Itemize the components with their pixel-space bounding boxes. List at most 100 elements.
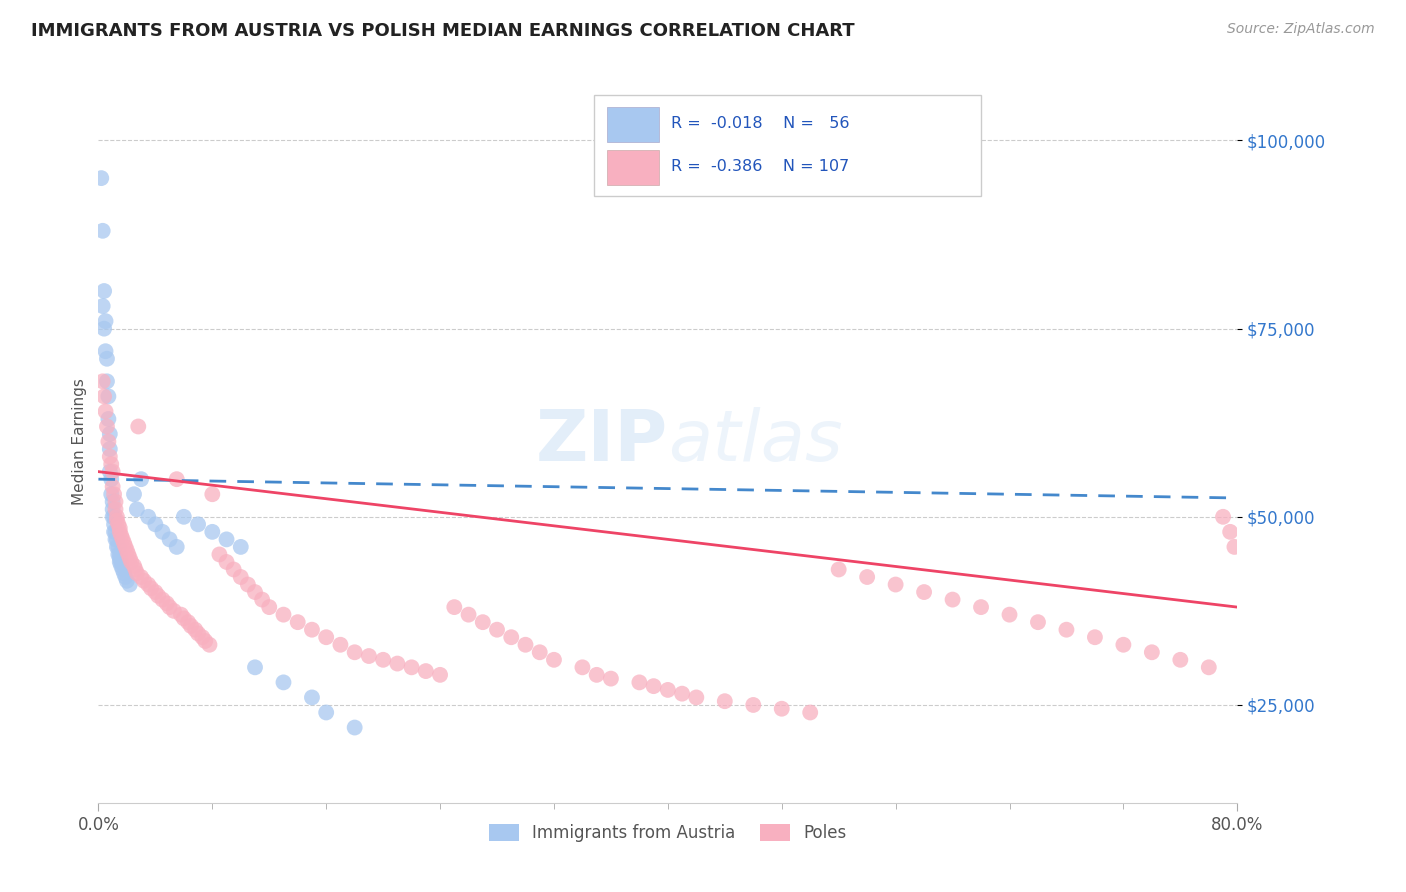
Point (94, 404, 117, 418)
Point (136, 509, 159, 524)
Point (201, 487, 224, 501)
Point (259, 600, 281, 615)
Point (600, 672, 623, 686)
Point (101, 480, 124, 494)
Point (1223, 540, 1246, 554)
Point (159, 533, 181, 547)
Point (152, 524, 174, 539)
Point (136, 577, 159, 591)
Point (110, 528, 132, 542)
Point (1026, 615, 1049, 630)
Point (103, 487, 125, 501)
Point (107, 540, 129, 554)
Point (108, 524, 131, 539)
Point (799, 706, 821, 720)
Point (163, 604, 186, 618)
Point (97, 412, 120, 426)
Point (112, 536, 135, 550)
Point (122, 487, 145, 501)
Point (90, 171, 112, 186)
Point (108, 551, 131, 566)
Point (94, 344, 117, 359)
Point (110, 555, 132, 569)
Point (96, 374, 118, 388)
Point (114, 570, 136, 584)
Point (108, 555, 131, 569)
Point (1112, 638, 1135, 652)
Point (105, 514, 128, 528)
Point (108, 548, 131, 562)
Point (215, 533, 238, 547)
Point (571, 660, 593, 674)
Point (156, 596, 179, 610)
Point (101, 465, 124, 479)
Point (96, 351, 118, 366)
Point (145, 585, 167, 599)
Point (122, 558, 145, 573)
Point (103, 509, 125, 524)
Point (287, 615, 309, 630)
Point (110, 558, 132, 573)
Point (103, 524, 125, 539)
Point (1056, 623, 1078, 637)
Point (103, 517, 125, 532)
Point (329, 638, 352, 652)
Point (129, 472, 152, 486)
Point (96, 419, 118, 434)
Point (120, 555, 142, 569)
Point (357, 648, 380, 663)
Point (170, 607, 193, 622)
Point (401, 660, 423, 674)
Point (180, 619, 202, 633)
Point (884, 577, 907, 591)
Point (714, 694, 737, 708)
Point (166, 540, 188, 554)
Point (159, 600, 181, 615)
Point (501, 630, 523, 644)
Y-axis label: Median Earnings: Median Earnings (72, 378, 87, 505)
Point (1140, 645, 1163, 659)
Point (942, 592, 965, 607)
Point (742, 698, 765, 712)
Point (208, 548, 231, 562)
Point (132, 574, 155, 588)
Point (229, 540, 252, 554)
Point (100, 472, 122, 486)
Point (415, 664, 437, 678)
Text: R =  -0.018    N =   56: R = -0.018 N = 56 (671, 116, 849, 131)
Point (115, 574, 138, 588)
Point (101, 494, 124, 508)
Point (243, 585, 266, 599)
Point (343, 645, 366, 659)
Point (118, 577, 141, 591)
Point (105, 509, 128, 524)
Point (191, 630, 214, 644)
Point (91, 299, 114, 313)
Point (98, 465, 121, 479)
Point (125, 502, 148, 516)
Point (93, 321, 115, 335)
Point (273, 607, 295, 622)
Point (1219, 524, 1241, 539)
Point (98, 450, 121, 464)
Point (671, 687, 693, 701)
Point (111, 533, 134, 547)
Point (177, 615, 200, 630)
Point (104, 502, 127, 516)
Point (125, 566, 148, 581)
Point (457, 607, 479, 622)
Point (828, 562, 851, 576)
Point (515, 638, 537, 652)
Point (912, 585, 935, 599)
Point (112, 566, 135, 581)
Point (97, 434, 120, 449)
Point (105, 540, 128, 554)
Point (770, 702, 793, 716)
Point (628, 675, 651, 690)
Point (93, 389, 115, 403)
Point (315, 706, 337, 720)
Point (148, 589, 170, 603)
Point (101, 502, 124, 516)
Point (657, 682, 679, 697)
Point (114, 540, 136, 554)
